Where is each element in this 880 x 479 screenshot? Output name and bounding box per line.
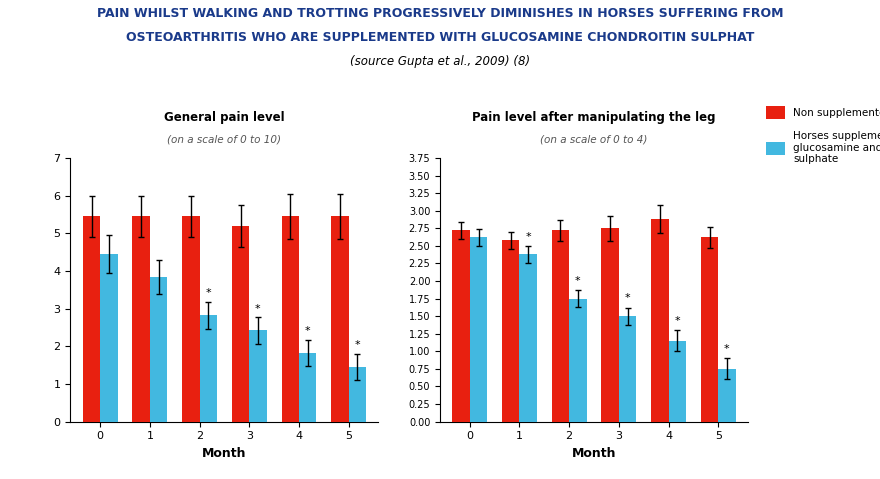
Bar — [700, 238, 718, 422]
Text: *: * — [575, 276, 581, 286]
Bar — [502, 240, 519, 422]
Bar — [619, 316, 636, 422]
Text: *: * — [255, 304, 260, 314]
Text: *: * — [525, 232, 531, 242]
Bar — [133, 217, 150, 422]
Bar — [470, 238, 488, 422]
Bar — [249, 331, 267, 422]
Text: *: * — [674, 316, 680, 326]
Text: *: * — [625, 294, 630, 304]
Bar — [299, 353, 316, 422]
Bar — [282, 217, 299, 422]
Bar — [651, 219, 669, 422]
Bar — [331, 217, 348, 422]
Bar — [200, 315, 217, 422]
Text: PAIN WHILST WALKING AND TROTTING PROGRESSIVELY DIMINISHES IN HORSES SUFFERING FR: PAIN WHILST WALKING AND TROTTING PROGRES… — [97, 7, 783, 20]
Bar — [519, 254, 537, 422]
Bar — [348, 367, 366, 422]
Bar — [83, 217, 100, 422]
Bar — [100, 254, 118, 422]
Bar — [231, 226, 249, 422]
Text: *: * — [205, 288, 211, 298]
Text: *: * — [304, 326, 311, 336]
X-axis label: Month: Month — [572, 447, 616, 460]
Text: (on a scale of 0 to 10): (on a scale of 0 to 10) — [167, 134, 282, 144]
Bar — [182, 217, 200, 422]
Bar — [452, 230, 470, 422]
Text: (on a scale of 0 to 4): (on a scale of 0 to 4) — [540, 134, 648, 144]
Bar — [601, 228, 619, 422]
Text: OSTEOARTHRITIS WHO ARE SUPPLEMENTED WITH GLUCOSAMINE CHONDROITIN SULPHAT: OSTEOARTHRITIS WHO ARE SUPPLEMENTED WITH… — [126, 31, 754, 44]
Bar — [552, 230, 569, 422]
Text: *: * — [724, 344, 730, 354]
X-axis label: Month: Month — [202, 447, 246, 460]
Text: *: * — [355, 340, 360, 350]
Bar — [669, 341, 686, 422]
Legend: Non supplemented horses, Horses supplemented with
glucosamine and chondroitin
su: Non supplemented horses, Horses suppleme… — [766, 106, 880, 164]
Text: Pain level after manipulating the leg: Pain level after manipulating the leg — [473, 111, 715, 124]
Text: General pain level: General pain level — [164, 111, 285, 124]
Bar — [718, 369, 736, 422]
Bar — [569, 298, 587, 422]
Bar — [150, 277, 167, 422]
Text: (source Gupta et al., 2009) (8): (source Gupta et al., 2009) (8) — [350, 55, 530, 68]
